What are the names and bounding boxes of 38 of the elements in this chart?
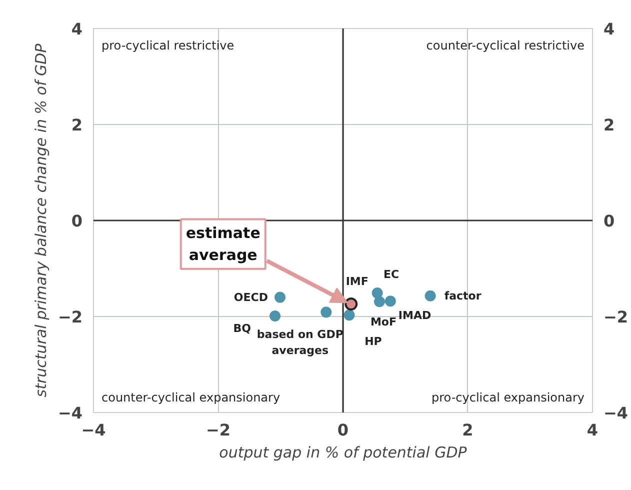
x-axis-title: output gap in % of potential GDP bbox=[219, 444, 468, 462]
point bbox=[344, 310, 355, 321]
y-axis-title: structural primary balance change in % of GDP bbox=[32, 42, 50, 398]
annotation: estimate average bbox=[186, 224, 260, 264]
annotation: OECD bbox=[234, 290, 268, 304]
annotation: BQ bbox=[233, 322, 252, 336]
annotation: counter-cyclical expansionary bbox=[102, 390, 280, 404]
y2-tick-label: −2 bbox=[604, 308, 628, 326]
annotation: pro-cyclical restrictive bbox=[102, 38, 234, 52]
y-tick-label: 0 bbox=[71, 212, 83, 230]
y-tick-label: 2 bbox=[71, 116, 83, 134]
annotation: IMAD bbox=[398, 309, 432, 322]
point bbox=[320, 306, 332, 318]
point bbox=[384, 296, 396, 307]
x-tick-label: 2 bbox=[462, 420, 474, 440]
point bbox=[344, 298, 358, 311]
point bbox=[374, 296, 385, 308]
annotation: factor bbox=[444, 289, 482, 302]
y2-tick-label: −4 bbox=[604, 404, 628, 422]
annotation: HP bbox=[364, 335, 382, 348]
annotation: EC bbox=[384, 268, 400, 281]
point bbox=[372, 287, 383, 298]
y-tick-label: −4 bbox=[58, 404, 83, 422]
y2-tick-label: 2 bbox=[604, 116, 615, 134]
x-tick-label: 0 bbox=[337, 420, 349, 440]
x-tick-label: −2 bbox=[206, 420, 231, 440]
point bbox=[274, 292, 286, 303]
y2-tick-label: 4 bbox=[604, 20, 615, 38]
x-tick-label: 4 bbox=[586, 420, 598, 440]
annotation: MoF bbox=[370, 316, 397, 329]
annotation: pro-cyclical expansionary bbox=[431, 390, 585, 404]
point bbox=[270, 310, 281, 322]
y-tick-label: 4 bbox=[71, 20, 83, 38]
annotation: counter-cyclical restrictive bbox=[426, 38, 585, 52]
y2-tick-label: 0 bbox=[604, 212, 615, 230]
point bbox=[424, 290, 436, 302]
y-tick-label: −2 bbox=[58, 308, 83, 326]
annotation: IMF bbox=[346, 275, 368, 288]
